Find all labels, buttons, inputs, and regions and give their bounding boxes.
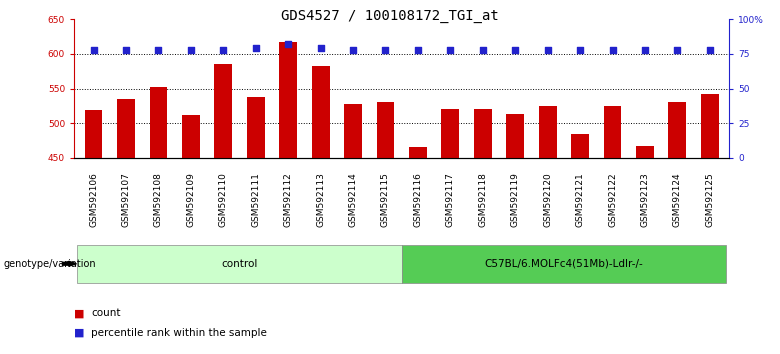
Point [639, 47, 651, 53]
Text: GSM592117: GSM592117 [446, 172, 455, 228]
Text: GSM592107: GSM592107 [122, 172, 130, 228]
Point [314, 46, 327, 51]
Point [574, 47, 587, 53]
Text: ■: ■ [74, 308, 84, 318]
Point [671, 47, 683, 53]
Point [120, 47, 133, 53]
Point [152, 47, 165, 53]
FancyBboxPatch shape [77, 245, 402, 283]
Point [541, 47, 554, 53]
Point [87, 47, 100, 53]
Text: GSM592109: GSM592109 [186, 172, 195, 228]
Point [477, 47, 489, 53]
Text: GSM592119: GSM592119 [511, 172, 519, 228]
Text: GSM592106: GSM592106 [89, 172, 98, 228]
Point [185, 47, 197, 53]
Point [282, 41, 294, 47]
Text: GSM592113: GSM592113 [316, 172, 325, 228]
Text: GSM592124: GSM592124 [673, 173, 682, 227]
Text: GSM592110: GSM592110 [219, 172, 228, 228]
Text: GDS4527 / 100108172_TGI_at: GDS4527 / 100108172_TGI_at [281, 9, 499, 23]
Bar [279, 41, 297, 158]
Text: count: count [91, 308, 121, 318]
Bar [377, 102, 395, 158]
Text: GSM592111: GSM592111 [251, 172, 261, 228]
Point [704, 47, 716, 53]
Bar [506, 114, 524, 158]
Bar [150, 87, 168, 158]
Text: genotype/variation: genotype/variation [4, 259, 97, 269]
Text: GSM592108: GSM592108 [154, 172, 163, 228]
Bar [215, 64, 232, 158]
Text: GSM592120: GSM592120 [543, 173, 552, 227]
FancyBboxPatch shape [402, 245, 726, 283]
Bar [85, 110, 102, 158]
Bar [246, 97, 264, 158]
Bar [636, 147, 654, 158]
Bar [182, 115, 200, 158]
Point [606, 47, 619, 53]
Bar [344, 104, 362, 158]
Bar [441, 109, 459, 158]
Bar [571, 134, 589, 158]
Point [250, 46, 262, 51]
Point [217, 47, 229, 53]
Text: GSM592121: GSM592121 [576, 173, 584, 227]
Bar [474, 109, 491, 158]
Text: GSM592122: GSM592122 [608, 173, 617, 227]
Text: control: control [222, 259, 257, 269]
Text: C57BL/6.MOLFc4(51Mb)-Ldlr-/-: C57BL/6.MOLFc4(51Mb)-Ldlr-/- [484, 259, 644, 269]
Bar [668, 102, 686, 158]
Point [347, 47, 360, 53]
Bar [539, 107, 557, 158]
Point [412, 47, 424, 53]
Text: GSM592116: GSM592116 [413, 172, 423, 228]
Bar [312, 67, 329, 158]
Bar [701, 94, 718, 158]
Text: ■: ■ [74, 328, 84, 338]
Bar [409, 147, 427, 158]
Text: GSM592114: GSM592114 [349, 173, 357, 227]
Bar [604, 106, 622, 158]
Text: GSM592115: GSM592115 [381, 172, 390, 228]
Point [379, 47, 392, 53]
Text: GSM592123: GSM592123 [640, 173, 650, 227]
Text: GSM592118: GSM592118 [478, 172, 488, 228]
Point [444, 47, 456, 53]
Text: GSM592112: GSM592112 [284, 173, 292, 227]
Bar [117, 99, 135, 158]
Point [509, 47, 522, 53]
Text: GSM592125: GSM592125 [705, 173, 714, 227]
Text: percentile rank within the sample: percentile rank within the sample [91, 328, 267, 338]
